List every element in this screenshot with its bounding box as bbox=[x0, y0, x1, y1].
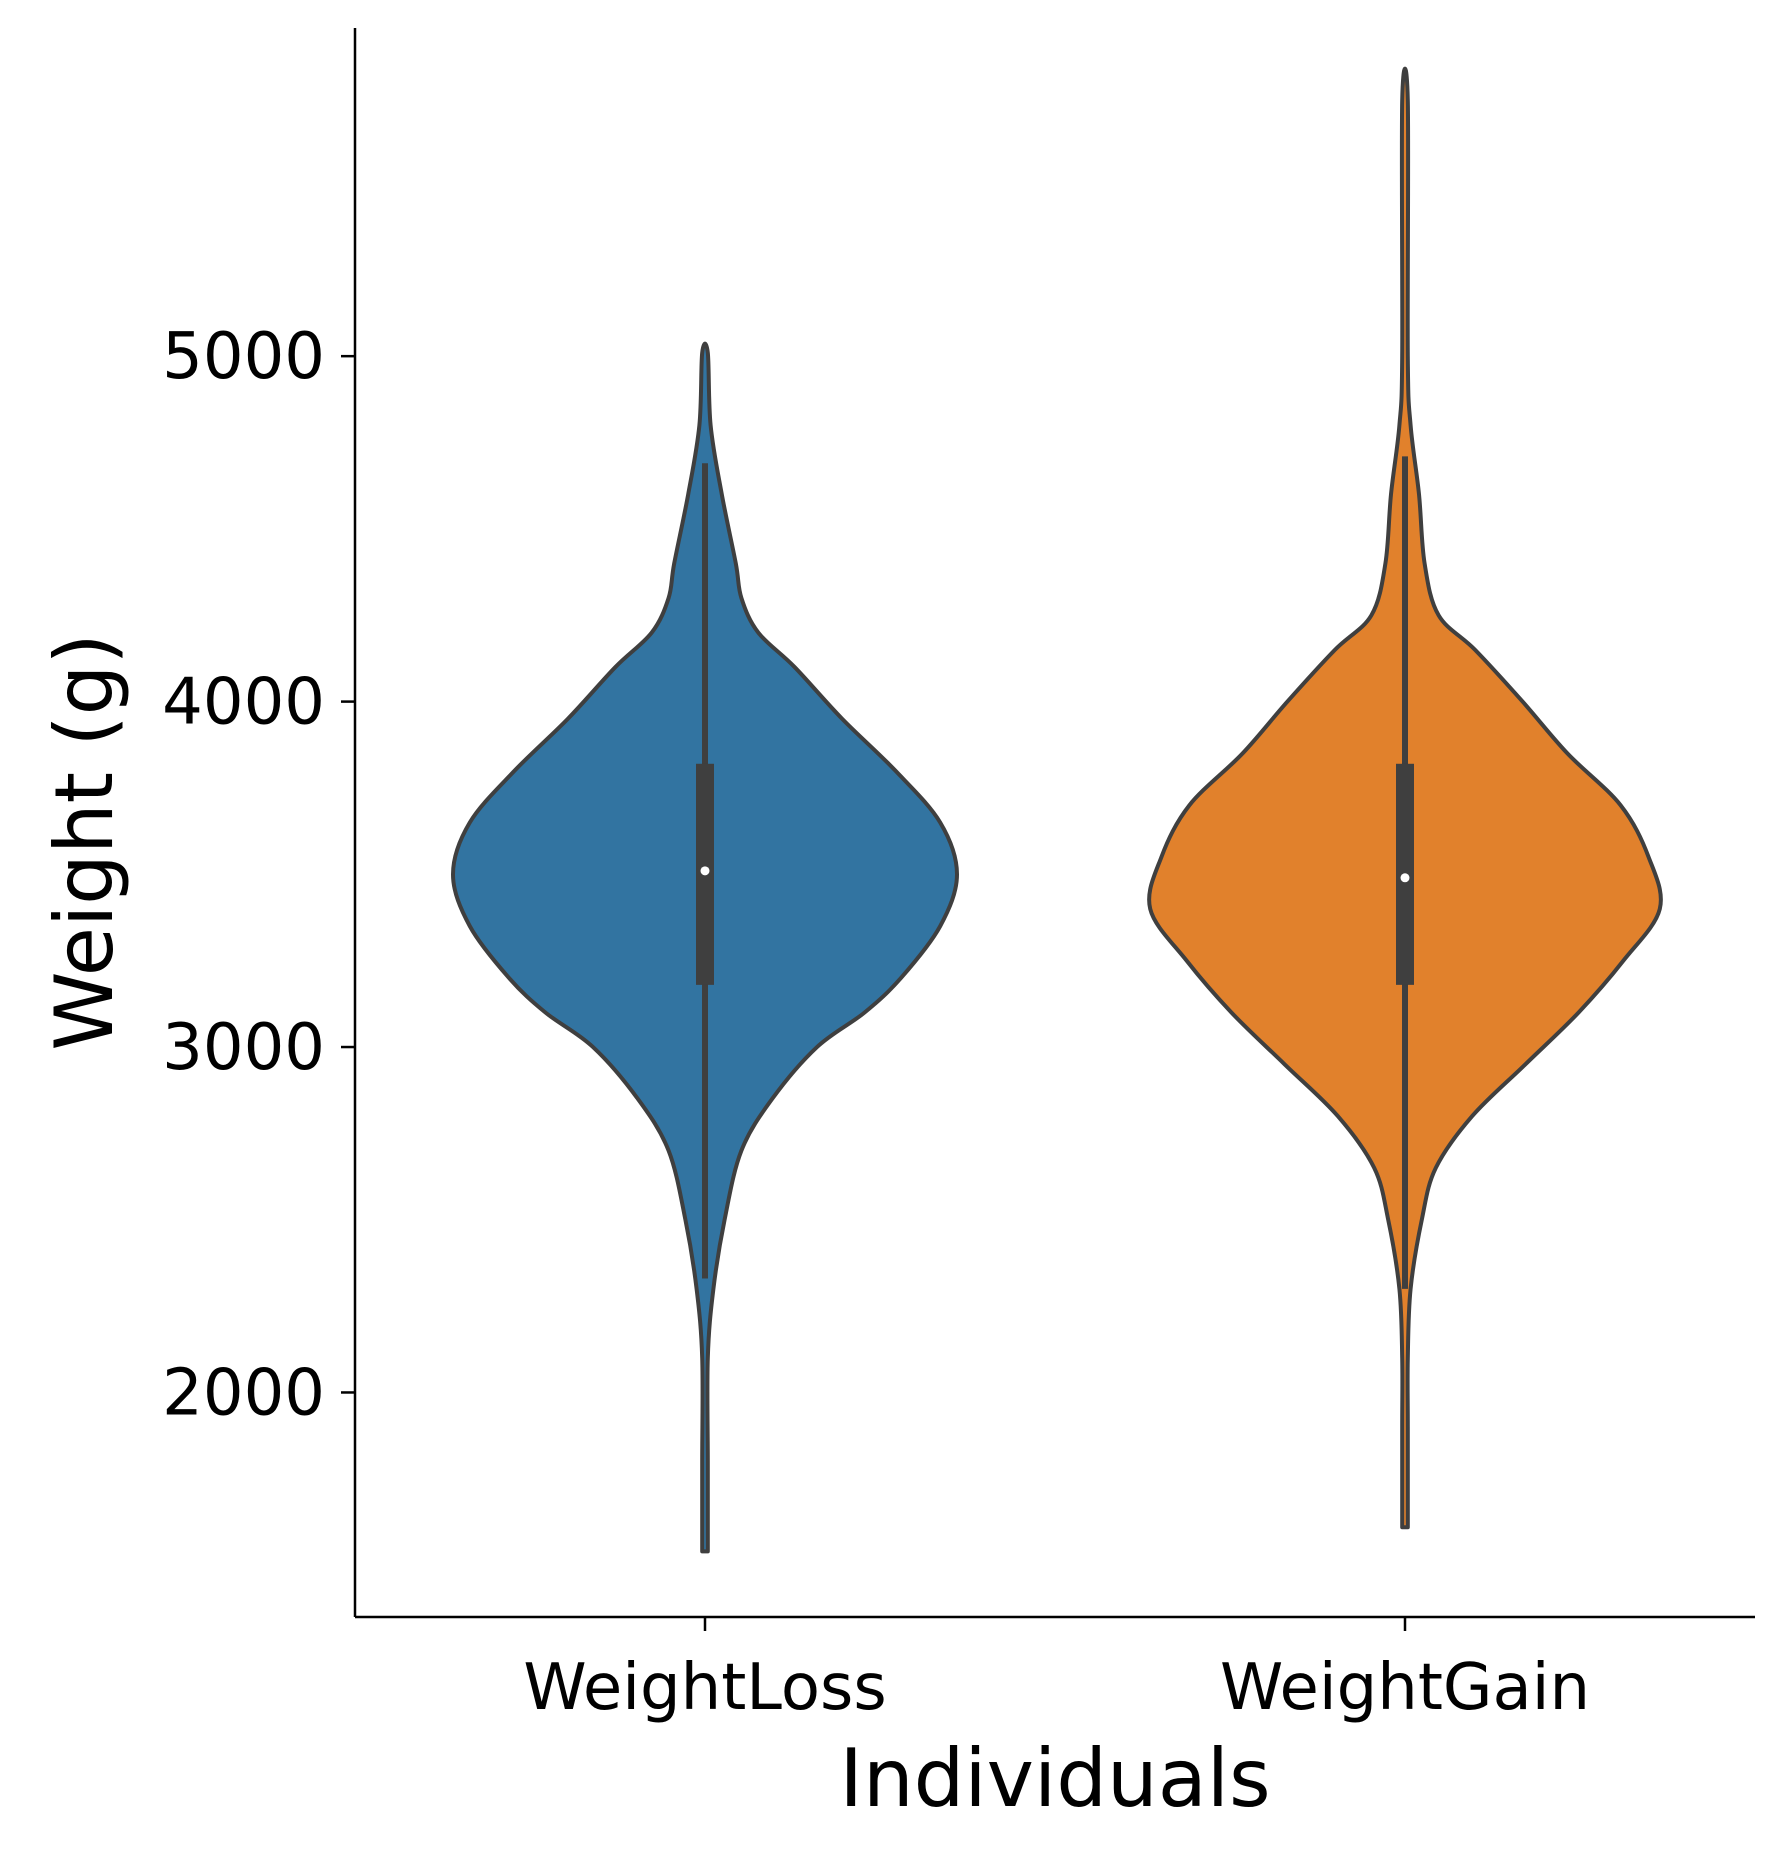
x-tick-label-weight-loss: WeightLoss bbox=[523, 1651, 886, 1725]
ticks: 2000 3000 4000 5000 WeightLoss WeightGain bbox=[162, 320, 1590, 1725]
y-tick-label: 5000 bbox=[162, 320, 325, 394]
y-tick-label: 3000 bbox=[162, 1011, 325, 1085]
x-tick-label-weight-gain: WeightGain bbox=[1220, 1651, 1590, 1725]
plot-area bbox=[451, 66, 1663, 1554]
y-tick-label: 2000 bbox=[162, 1356, 325, 1430]
median-dot-weight-gain bbox=[1400, 873, 1410, 883]
median-dot-weight-loss bbox=[700, 866, 710, 876]
x-axis-title: Individuals bbox=[839, 1732, 1270, 1825]
y-axis-title: Weight (g) bbox=[38, 633, 131, 1050]
axes bbox=[353, 28, 1755, 1619]
y-tick-label: 4000 bbox=[162, 666, 325, 740]
